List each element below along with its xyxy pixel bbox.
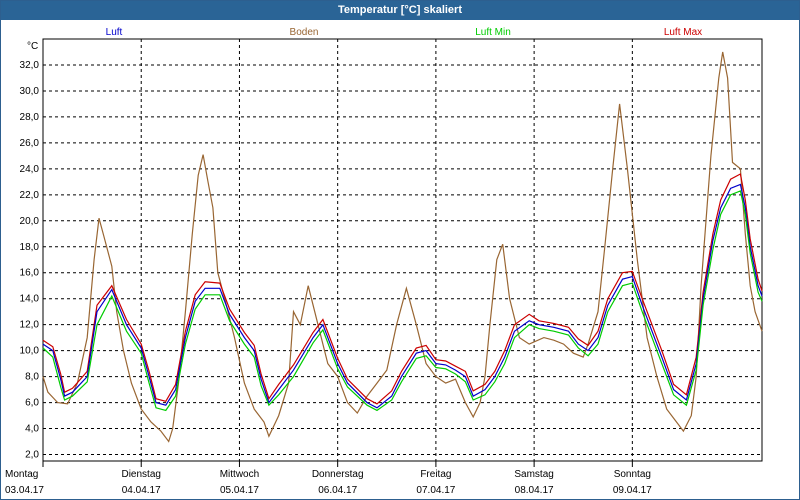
legend-entry: Luft — [106, 27, 123, 38]
x-tick-date: 06.04.17 — [318, 485, 357, 496]
x-tick-day: Sonntag — [614, 469, 651, 480]
x-tick-day: Samstag — [514, 469, 553, 480]
x-tick-date: 05.04.17 — [220, 485, 259, 496]
x-tick-day: Mittwoch — [220, 469, 259, 480]
y-tick-label: 4,0 — [25, 424, 39, 435]
y-tick-label: 2,0 — [25, 450, 39, 461]
x-tick-day: Freitag — [420, 469, 451, 480]
plot-area — [42, 38, 763, 462]
x-tick-day: Donnerstag — [312, 469, 364, 480]
y-tick-label: 24,0 — [20, 164, 40, 175]
y-tick-label: 14,0 — [20, 294, 40, 305]
y-tick-label: 18,0 — [20, 242, 40, 253]
x-tick-date: 07.04.17 — [416, 485, 455, 496]
x-tick-date: 09.04.17 — [613, 485, 652, 496]
x-tick-date: 04.04.17 — [122, 485, 161, 496]
y-tick-label: 8,0 — [25, 372, 39, 383]
series-line-luft-min — [42, 190, 763, 412]
y-tick-label: 30,0 — [20, 86, 40, 97]
y-tick-label: 20,0 — [20, 216, 40, 227]
chart-title: Temperatur [°C] skaliert — [1, 1, 799, 20]
x-tick-day: Montag — [5, 469, 38, 480]
x-tick-date: 03.04.17 — [5, 485, 44, 496]
y-tick-label: 10,0 — [20, 346, 40, 357]
y-tick-label: 6,0 — [25, 398, 39, 409]
y-tick-label: 16,0 — [20, 268, 40, 279]
y-tick-label: 22,0 — [20, 190, 40, 201]
series-line-boden — [42, 51, 763, 443]
series-line-luft — [42, 183, 763, 409]
legend-entry: Luft Max — [664, 27, 702, 38]
y-tick-label: 26,0 — [20, 138, 40, 149]
x-tick-date: 08.04.17 — [515, 485, 554, 496]
y-axis-unit-label: °C — [27, 41, 38, 52]
y-tick-label: 12,0 — [20, 320, 40, 331]
legend-entry: Luft Min — [475, 27, 511, 38]
series-line-luft-max — [42, 173, 763, 405]
legend-entry: Boden — [290, 27, 319, 38]
y-tick-label: 32,0 — [20, 60, 40, 71]
y-tick-label: 28,0 — [20, 112, 40, 123]
x-tick-day: Dienstag — [121, 469, 160, 480]
